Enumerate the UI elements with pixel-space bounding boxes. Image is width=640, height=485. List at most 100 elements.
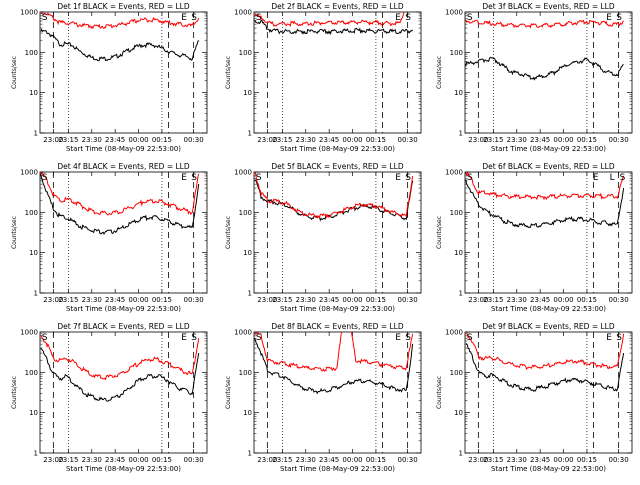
y-tick-label: 10 xyxy=(29,409,38,417)
x-axis-label: Start Time (08-May-09 22:53:00) xyxy=(491,465,606,473)
y-tick-label: 100 xyxy=(25,209,38,217)
chart-title: Det 2f BLACK = Events, RED = LLD xyxy=(271,2,404,11)
y-axis-label: Counts/sec xyxy=(11,376,18,409)
segment-marker: S xyxy=(42,333,48,343)
x-tick-label: 23:15 xyxy=(483,456,503,464)
events-series-line xyxy=(254,338,414,395)
segment-marker: S xyxy=(467,333,473,343)
plot-3: Det 3f BLACK = Events, RED = LLD 1 10 100 10… xyxy=(436,2,633,153)
y-tick-label: 100 xyxy=(450,209,463,217)
y-tick-label: 100 xyxy=(239,209,252,217)
chart-title: Det 9f BLACK = Events, RED = LLD xyxy=(482,322,615,331)
x-tick-label: 23:15 xyxy=(272,456,292,464)
y-tick-label: 1 xyxy=(34,290,38,298)
segment-marker: S xyxy=(405,173,411,183)
y-axis-label: Counts/sec xyxy=(436,56,443,89)
x-axis-label: Start Time (08-May-09 22:53:00) xyxy=(280,145,395,153)
chart-title: Det 4f BLACK = Events, RED = LLD xyxy=(57,162,190,171)
segment-marker: E xyxy=(395,173,401,183)
lld-series-line xyxy=(40,12,200,30)
y-tick-label: 1000 xyxy=(234,169,252,177)
plot-5: Det 5f BLACK = Events, RED = LLD 1 10 100 10… xyxy=(225,162,422,313)
y-tick-label: 1000 xyxy=(20,9,38,17)
plot-9: Det 9f BLACK = Events, RED = LLD 1 10 100 10… xyxy=(436,322,633,473)
segment-marker: E xyxy=(606,333,612,343)
plot-2: Det 2f BLACK = Events, RED = LLD 1 10 100 10… xyxy=(225,2,422,153)
y-tick-label: 1000 xyxy=(234,329,252,337)
events-series-line xyxy=(40,348,200,402)
x-tick-label: 23:30 xyxy=(82,456,102,464)
x-tick-label: 23:15 xyxy=(272,136,292,144)
x-tick-label: 23:15 xyxy=(272,296,292,304)
x-tick-label: 00:00 xyxy=(342,456,362,464)
x-tick-label: 23:15 xyxy=(58,136,78,144)
segment-marker: S xyxy=(191,13,197,23)
x-tick-label: 23:30 xyxy=(507,456,527,464)
segment-marker: S xyxy=(42,13,48,23)
plot-frame xyxy=(253,171,422,294)
y-axis-label: Counts/sec xyxy=(11,216,18,249)
x-tick-label: 23:30 xyxy=(507,136,527,144)
x-tick-label: 23:30 xyxy=(507,296,527,304)
x-tick-label: 23:00 xyxy=(468,296,488,304)
chart-title: Det 7f BLACK = Events, RED = LLD xyxy=(57,322,190,331)
segment-marker: S xyxy=(256,333,262,343)
lld-series-line xyxy=(254,12,405,28)
y-tick-label: 10 xyxy=(454,89,463,97)
x-tick-label: 00:30 xyxy=(398,456,418,464)
x-tick-label: 00:30 xyxy=(184,456,204,464)
x-tick-label: 00:30 xyxy=(184,136,204,144)
x-tick-label: 23:30 xyxy=(82,136,102,144)
segment-marker: S xyxy=(620,173,626,183)
x-tick-label: 23:15 xyxy=(58,296,78,304)
chart-title: Det 3f BLACK = Events, RED = LLD xyxy=(482,2,615,11)
y-tick-label: 1 xyxy=(459,290,463,298)
x-tick-label: 23:30 xyxy=(296,136,316,144)
x-tick-label: 23:45 xyxy=(319,136,339,144)
x-tick-label: 00:00 xyxy=(342,296,362,304)
x-tick-label: 23:45 xyxy=(105,296,125,304)
y-tick-label: 100 xyxy=(25,49,38,57)
y-axis-label: Counts/sec xyxy=(436,376,443,409)
segment-marker: E xyxy=(181,333,187,343)
x-tick-label: 00:00 xyxy=(553,456,573,464)
y-tick-label: 1000 xyxy=(20,169,38,177)
x-tick-label: 23:45 xyxy=(319,296,339,304)
x-tick-label: 00:30 xyxy=(184,296,204,304)
x-tick-label: 23:15 xyxy=(483,136,503,144)
lld-series-line xyxy=(465,19,624,29)
events-series-line xyxy=(40,28,200,62)
lld-series-line xyxy=(40,335,200,381)
y-axis-label: Counts/sec xyxy=(436,216,443,249)
x-tick-label: 00:15 xyxy=(152,456,172,464)
y-tick-label: 1000 xyxy=(445,169,463,177)
plot-1: Det 1f BLACK = Events, RED = LLD 1 10 100 10… xyxy=(11,2,208,153)
x-tick-label: 00:00 xyxy=(553,296,573,304)
x-tick-label: 23:30 xyxy=(296,456,316,464)
plot-7: Det 7f BLACK = Events, RED = LLD 1 10 100 10… xyxy=(11,322,208,473)
x-tick-label: 00:00 xyxy=(342,136,362,144)
y-tick-label: 100 xyxy=(25,369,38,377)
x-tick-label: 00:00 xyxy=(128,136,148,144)
plot-frame xyxy=(253,11,422,134)
plot-frame xyxy=(464,331,633,454)
lld-series-line xyxy=(254,332,414,372)
x-axis-label: Start Time (08-May-09 22:53:00) xyxy=(280,305,395,313)
y-tick-label: 100 xyxy=(450,49,463,57)
x-axis-label: Start Time (08-May-09 22:53:00) xyxy=(491,145,606,153)
x-tick-label: 23:15 xyxy=(483,296,503,304)
x-tick-label: 23:15 xyxy=(58,456,78,464)
y-tick-label: 1000 xyxy=(445,329,463,337)
segment-marker: S xyxy=(191,333,197,343)
segment-marker: S xyxy=(467,173,473,183)
plot-frame xyxy=(39,331,208,454)
segment-marker: S xyxy=(256,173,262,183)
x-tick-label: 00:15 xyxy=(152,296,172,304)
lld-series-line xyxy=(254,172,414,220)
events-series-line xyxy=(465,343,625,392)
plot-frame xyxy=(464,171,633,294)
y-tick-label: 1 xyxy=(459,130,463,138)
x-tick-label: 23:30 xyxy=(296,296,316,304)
segment-marker: S xyxy=(405,333,411,343)
x-axis-label: Start Time (08-May-09 22:53:00) xyxy=(280,465,395,473)
